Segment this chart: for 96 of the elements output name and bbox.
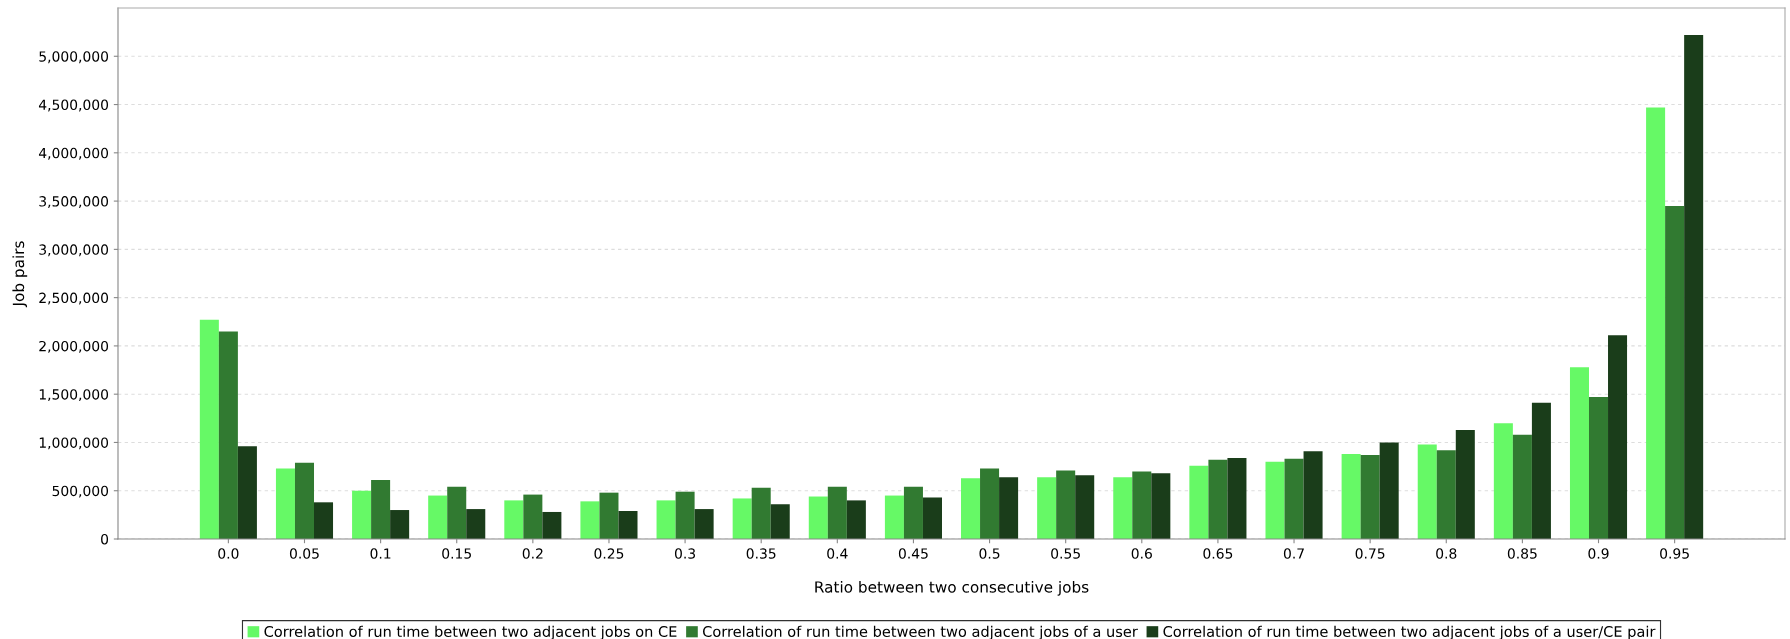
bar: [294, 462, 315, 539]
bar: [751, 487, 771, 539]
x-tick-label: 0.9: [1588, 548, 1609, 559]
bar: [1360, 455, 1380, 539]
bar: [618, 511, 638, 539]
y-tick-label: 4,000,000: [38, 147, 109, 160]
x-tick-label: 0.75: [1355, 548, 1385, 559]
bar: [218, 331, 238, 539]
bar: [580, 501, 600, 539]
bar: [199, 319, 219, 539]
bar: [1646, 107, 1666, 539]
bar: [447, 486, 467, 539]
bar: [656, 500, 676, 539]
bar: [1684, 35, 1704, 539]
x-tick-label: 0.65: [1203, 548, 1233, 559]
bar: [1037, 477, 1057, 539]
bar: [1113, 477, 1133, 539]
bar: [827, 486, 847, 539]
bar: [1531, 402, 1551, 539]
bar: [1189, 465, 1209, 539]
legend-label: Correlation of run time between two adjacent jobs of a user/CE pair: [1163, 625, 1656, 639]
x-tick-label: 0.0: [218, 548, 239, 559]
bar: [1512, 434, 1532, 539]
bar: [504, 500, 524, 539]
bar: [237, 446, 257, 539]
x-tick-label: 0.5: [979, 548, 1000, 559]
bar: [1436, 450, 1456, 539]
bar: [1151, 473, 1171, 539]
bar: [1284, 458, 1304, 539]
bar: [903, 486, 923, 539]
legend-label: Correlation of run time between two adjacent jobs of a user: [702, 625, 1138, 639]
x-tick-label: 0.25: [594, 548, 624, 559]
bar: [542, 511, 562, 539]
bar: [961, 478, 981, 539]
x-tick-label: 0.85: [1507, 548, 1537, 559]
x-tick-label: 0.7: [1283, 548, 1304, 559]
y-axis-title: Job pairs: [12, 241, 28, 308]
x-tick-label: 0.45: [898, 548, 928, 559]
bar: [846, 500, 866, 539]
bar: [1341, 454, 1361, 539]
x-tick-label: 0.1: [370, 548, 391, 559]
bar: [808, 496, 828, 539]
bar: [428, 495, 448, 539]
x-tick-label: 0.95: [1660, 548, 1689, 559]
bar: [1303, 451, 1323, 539]
y-tick-label: 2,000,000: [39, 340, 109, 353]
y-tick-label: 2,500,000: [39, 292, 109, 305]
bar: [1379, 442, 1399, 539]
bar: [1265, 461, 1285, 539]
x-tick-label: 0.05: [289, 548, 319, 559]
y-tick-label: 1,500,000: [39, 389, 109, 402]
x-tick-label: 0.4: [827, 548, 848, 559]
bar: [1455, 429, 1475, 539]
bar: [770, 504, 790, 539]
bar: [694, 509, 714, 539]
bar: [922, 497, 942, 539]
y-tick-label: 3,500,000: [39, 196, 109, 208]
x-tick-label: 0.15: [442, 548, 471, 559]
y-tick-label: 500,000: [52, 485, 109, 498]
bar: [1493, 423, 1513, 539]
y-tick-label: 1,000,000: [39, 437, 109, 450]
bar: [275, 468, 295, 539]
bar: [466, 509, 486, 539]
bar: [1056, 470, 1076, 539]
bar: [999, 477, 1019, 539]
bar: [523, 494, 543, 539]
x-tick-label: 0.8: [1436, 548, 1457, 559]
y-tick-label: 4,500,000: [38, 99, 109, 112]
bar: [1227, 457, 1247, 539]
y-tick-label: 0: [101, 533, 109, 545]
x-tick-label: 0.6: [1131, 548, 1152, 559]
bar: [599, 492, 619, 539]
y-tick-label: 3,000,000: [39, 244, 109, 257]
bar: [371, 480, 391, 539]
bar: [1665, 205, 1685, 539]
bar: [1569, 367, 1589, 539]
bar: [1588, 397, 1609, 539]
bar: [314, 502, 334, 539]
bar: [352, 490, 372, 539]
bar: [1417, 444, 1437, 539]
bar: [1075, 475, 1095, 539]
bar: [884, 495, 904, 539]
x-tick-label: 0.35: [746, 548, 776, 559]
legend-label: Correlation of run time between two adjacent jobs on CE: [264, 625, 677, 639]
bar: [732, 498, 752, 539]
y-tick-label: 5,000,000: [39, 51, 109, 64]
x-tick-label: 0.2: [522, 548, 543, 559]
x-axis-title: Ratio between two consecutive jobs: [815, 580, 1089, 596]
bar: [675, 491, 695, 539]
bar: [980, 468, 1000, 539]
x-tick-label: 0.55: [1051, 548, 1080, 559]
bar: [1608, 335, 1628, 539]
bar: [390, 510, 410, 539]
bar: [1208, 459, 1228, 539]
bar: [1132, 471, 1152, 539]
x-tick-label: 0.3: [674, 548, 696, 559]
